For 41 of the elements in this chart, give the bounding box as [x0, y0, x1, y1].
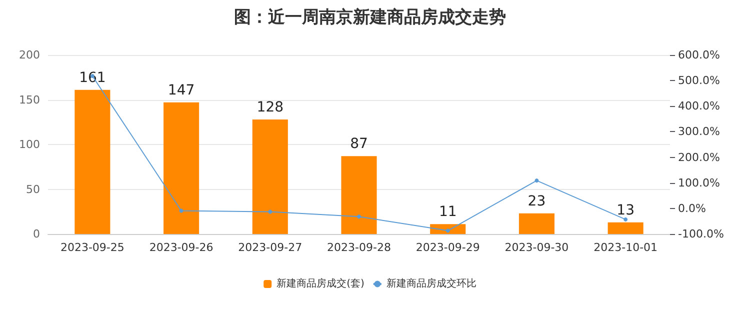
bar [164, 102, 200, 234]
chart-title: 图：近一周南京新建商品房成交走势 [234, 8, 506, 28]
y-tick-label: 150 [19, 93, 40, 106]
legend-label: 新建商品房成交环比 [386, 278, 476, 290]
data-label: 147 [168, 82, 195, 98]
point [446, 228, 450, 233]
bar [74, 90, 110, 234]
data-label: 23 [528, 193, 546, 210]
x-tick-label: 2023-09-30 [504, 241, 569, 254]
legend-label: 新建商品房成交(套) [276, 278, 364, 290]
y-tick-label: 50 [26, 182, 40, 196]
x-tick-label: 2023-09-29 [416, 241, 480, 254]
point [624, 217, 628, 222]
x-tick-label: 2023-09-27 [238, 241, 302, 254]
bar [252, 119, 288, 234]
y2-tick-label: 600.0% [678, 48, 720, 62]
bar [608, 222, 644, 234]
data-label: 11 [438, 204, 457, 220]
y2-tick-label: 500.0% [678, 74, 720, 88]
y2-tick-label: 0.0% [678, 202, 706, 215]
y2-tick-label: 300.0% [678, 125, 720, 138]
x-tick-label: 2023-09-25 [60, 241, 124, 254]
y-tick-label: 100 [19, 138, 40, 151]
point [357, 214, 361, 219]
point [179, 208, 184, 213]
y2-tick-label: -100.0% [678, 228, 724, 240]
x-tick-label: 2023-09-28 [327, 241, 391, 254]
bar [518, 213, 554, 234]
y-tick-label: 200 [19, 48, 40, 62]
data-label: 13 [616, 202, 634, 218]
data-label: 87 [350, 136, 368, 152]
y-tick-label: 0 [33, 228, 40, 240]
point [268, 210, 272, 214]
x-tick-label: 2023-10-01 [594, 241, 658, 254]
y2-tick-label: 200.0% [678, 150, 720, 164]
data-label: 128 [256, 99, 284, 116]
x-tick-label: 2023-09-26 [149, 241, 214, 254]
point [534, 178, 539, 183]
y2-tick-label: 400.0% [678, 100, 720, 113]
y2-tick-label: 100.0% [678, 176, 720, 190]
bar [341, 156, 377, 234]
